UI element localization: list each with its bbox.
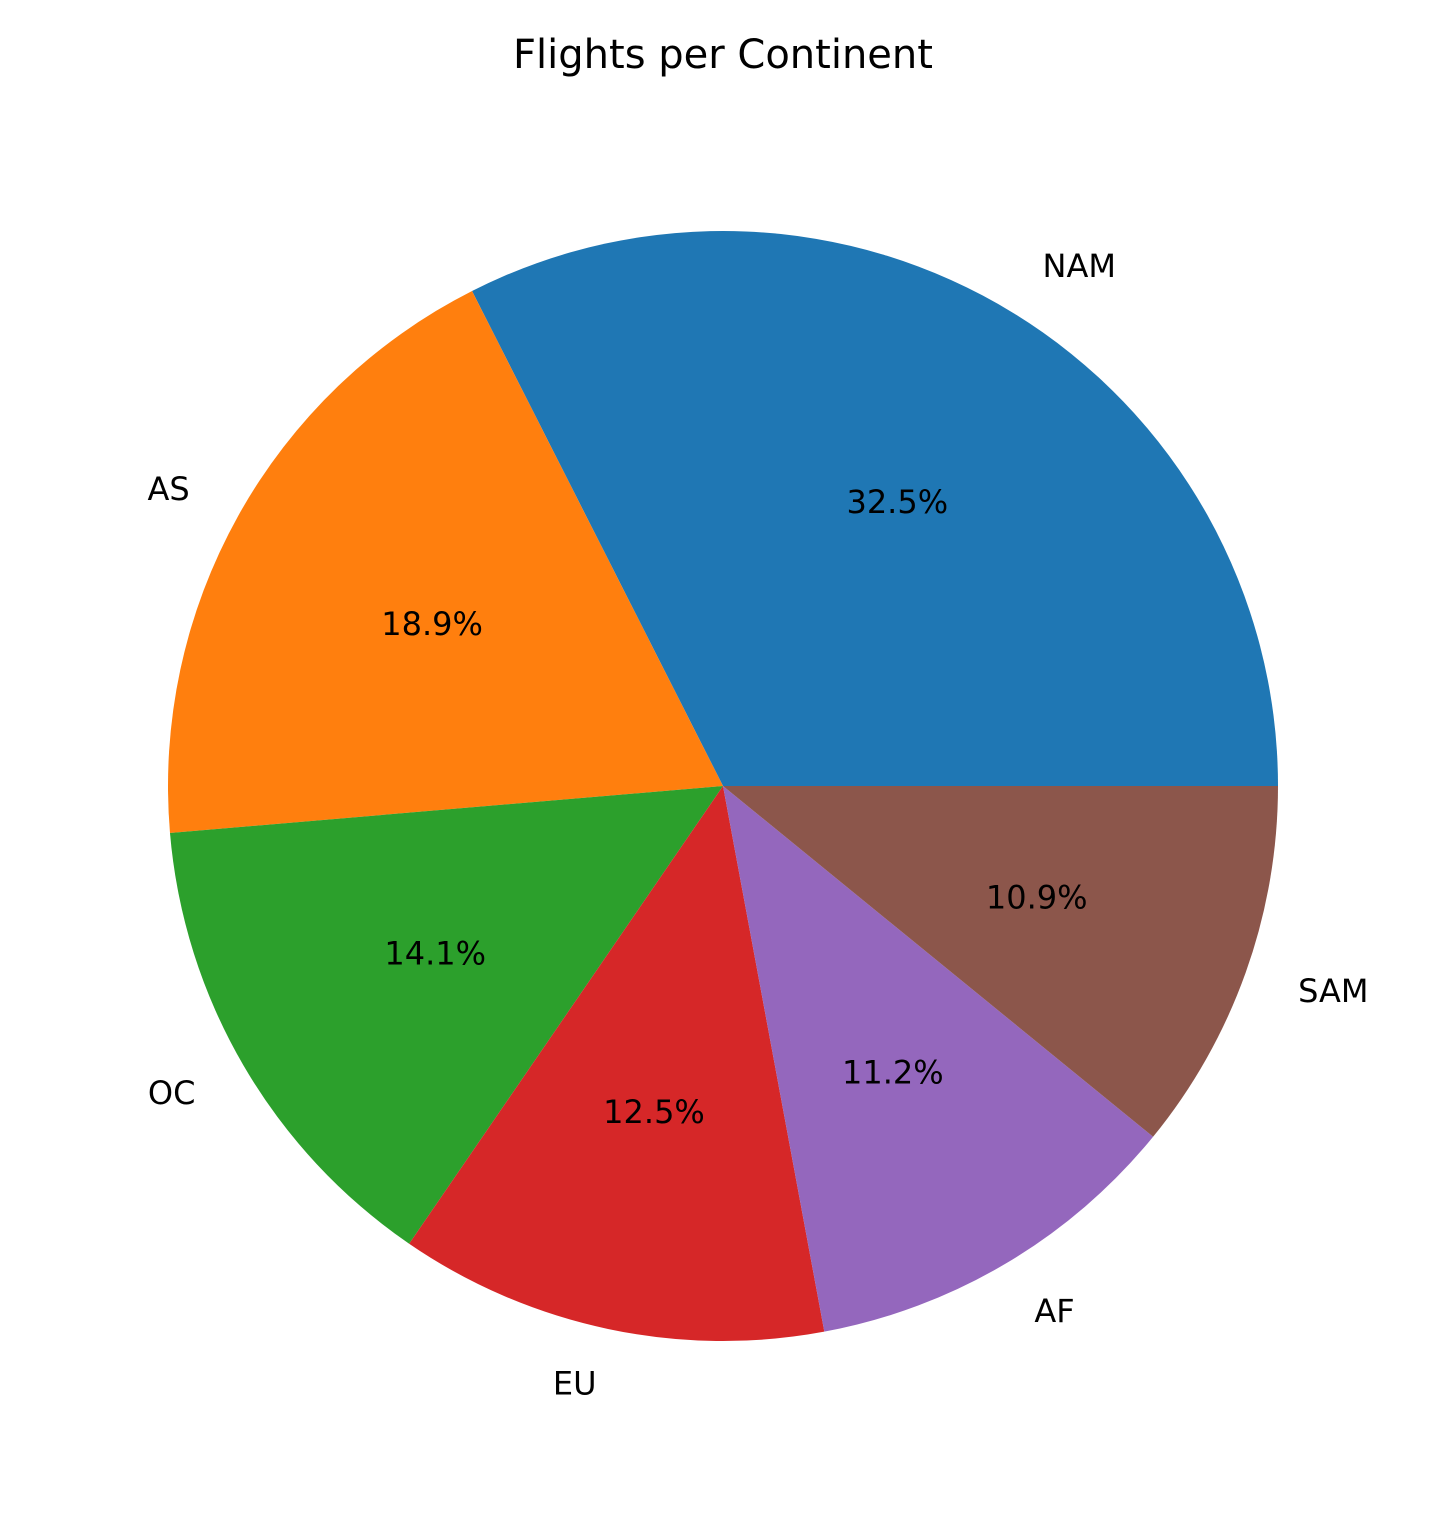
- slice-label-as: AS: [148, 470, 190, 508]
- pie-slice-af: [723, 786, 1154, 1332]
- slice-label-sam: SAM: [1298, 972, 1368, 1010]
- slice-percent-nam: 32.5%: [846, 483, 948, 521]
- slice-percent-eu: 12.5%: [603, 1093, 705, 1131]
- pie-slice-sam: [723, 786, 1278, 1137]
- slice-label-nam: NAM: [1043, 247, 1116, 285]
- slice-label-af: AF: [1034, 1292, 1074, 1330]
- pie-labels: NAM 32.5% AS 18.9% OC 14.1% EU 12.5% AF 11.2% SAM 1…: [148, 247, 1369, 1402]
- pie-slice-eu: [409, 786, 825, 1341]
- slice-percent-sam: 10.9%: [986, 879, 1088, 917]
- slice-percent-af: 11.2%: [842, 1053, 944, 1091]
- slice-label-oc: OC: [148, 1074, 196, 1112]
- pie-slices: [167, 231, 1279, 1341]
- slice-percent-as: 18.9%: [381, 605, 483, 643]
- pie-slice-as: [167, 290, 723, 833]
- pie-slice-oc: [169, 786, 723, 1244]
- slice-label-eu: EU: [553, 1364, 597, 1402]
- pie-slice-nam: [472, 231, 1279, 786]
- chart-title: Flights per Continent: [513, 32, 933, 78]
- slice-percent-oc: 14.1%: [384, 935, 486, 973]
